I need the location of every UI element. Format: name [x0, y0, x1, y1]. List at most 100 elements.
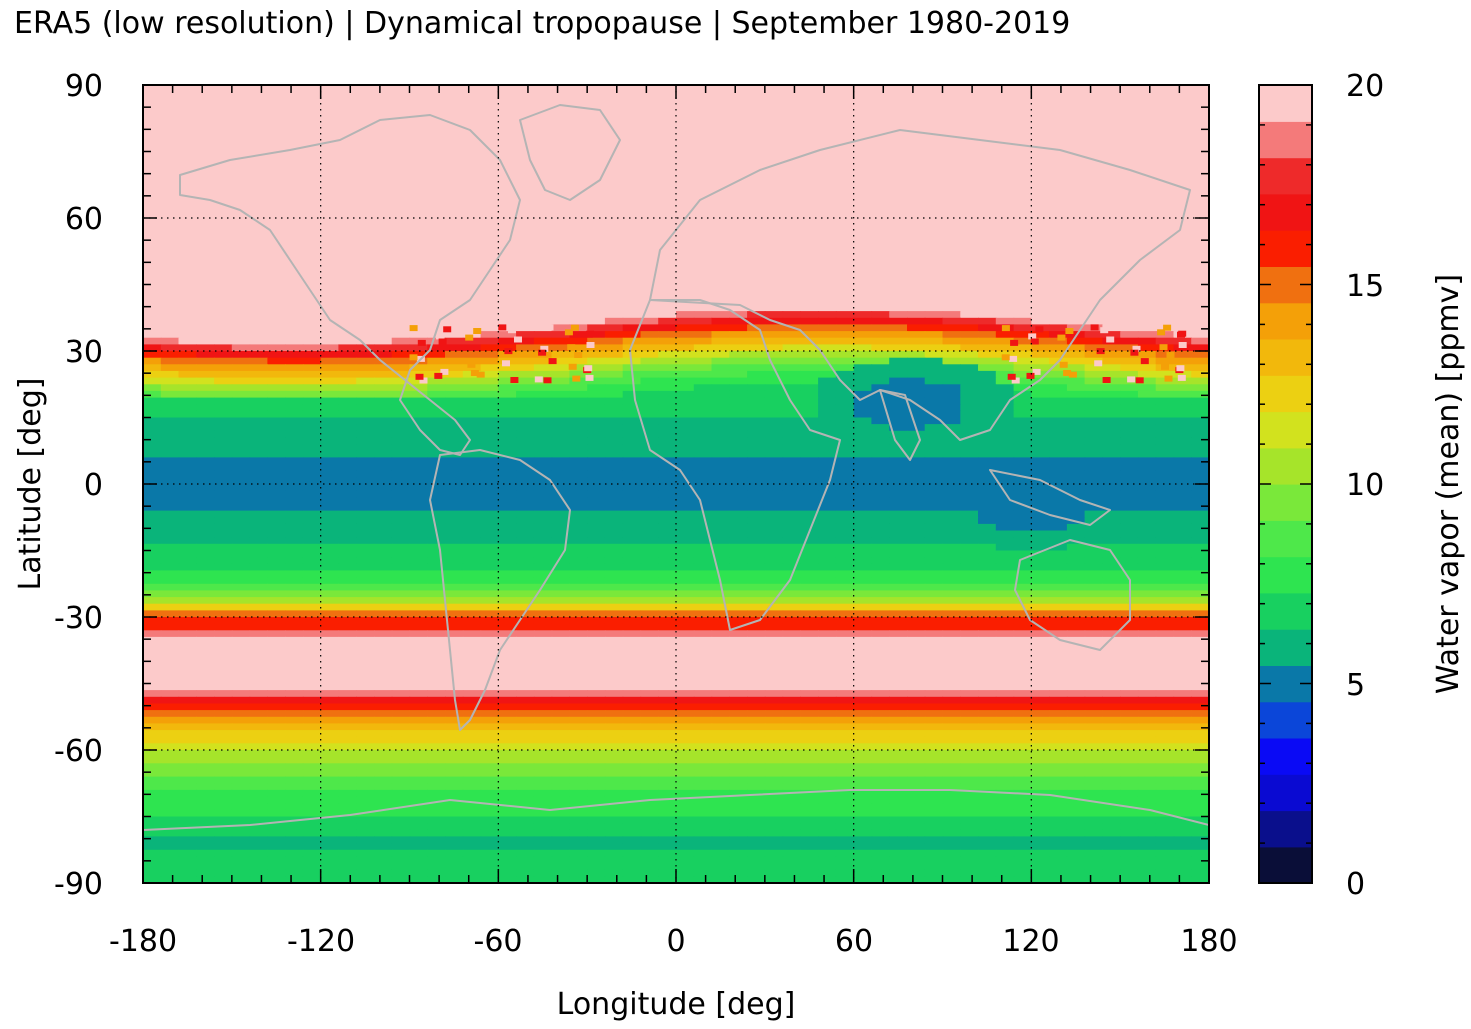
heatmap-cell [942, 85, 961, 93]
heatmap-cell [995, 464, 1015, 472]
heatmap-cell [320, 191, 340, 199]
heatmap-cell [800, 204, 819, 212]
heatmap-cell [445, 404, 464, 412]
heatmap-cell [551, 231, 570, 239]
heatmap-cell [604, 530, 624, 538]
heatmap-cell [853, 85, 873, 93]
heatmap-cell [338, 523, 357, 532]
heatmap-cell [658, 437, 677, 445]
heatmap-cell [249, 517, 268, 525]
heatmap-cell [764, 204, 784, 212]
heatmap-cell [942, 410, 961, 419]
heatmap-cell [409, 264, 428, 272]
heatmap-cell [480, 444, 499, 452]
heatmap-cell [782, 171, 801, 179]
heatmap-cell [143, 297, 162, 306]
heatmap-cell [551, 550, 570, 558]
heatmap-cell [1102, 370, 1121, 379]
heatmap-cell [1084, 218, 1103, 226]
heatmap-cell [445, 610, 464, 618]
heatmap-cell [853, 410, 873, 419]
heatmap-cell [764, 617, 784, 625]
heatmap-cell [924, 450, 944, 459]
heatmap-cell [587, 85, 606, 93]
heatmap-cell [640, 357, 659, 365]
heatmap-cell [1031, 417, 1050, 425]
heatmap-cell [551, 138, 570, 146]
heatmap-cell [1120, 284, 1139, 292]
heatmap-cell [622, 563, 642, 571]
heatmap-cell [391, 636, 411, 645]
heatmap-cell [143, 570, 162, 578]
heatmap-cell [1031, 311, 1050, 319]
heatmap-cell [995, 131, 1015, 139]
heatmap-cell [942, 590, 961, 598]
heatmap-cell [338, 630, 357, 638]
heatmap-cell [640, 238, 659, 246]
heatmap-cell [587, 370, 606, 379]
heatmap-cell [622, 291, 642, 299]
heatmap-cell [214, 204, 233, 212]
heatmap-cell [196, 477, 215, 485]
heatmap-cell [622, 98, 642, 106]
heatmap-cell [853, 537, 873, 545]
heatmap-cell [924, 504, 944, 512]
heatmap-cell [995, 151, 1015, 159]
heatmap-cell [693, 457, 713, 465]
heatmap-cell [143, 191, 162, 199]
heatmap-cell [853, 224, 873, 232]
heatmap-cell [907, 124, 926, 133]
heatmap-cell [960, 444, 979, 452]
heatmap-cell [498, 158, 517, 166]
heatmap-cell [622, 504, 642, 512]
heatmap-cell [622, 484, 642, 492]
heatmap-cell [676, 523, 695, 532]
heatmap-cell [747, 211, 766, 219]
heatmap-cell [1084, 277, 1103, 286]
heatmap-cell [871, 417, 890, 425]
heatmap-cell [604, 297, 624, 306]
heatmap-cell [604, 590, 624, 598]
heatmap-cell [1049, 351, 1068, 359]
heatmap-cell [533, 377, 553, 385]
heatmap-cell [533, 424, 553, 432]
heatmap-cell [551, 504, 570, 512]
heatmap-cell [1031, 444, 1050, 452]
heatmap-cell [747, 623, 766, 631]
heatmap-cell [1049, 470, 1068, 478]
heatmap-cell [622, 630, 642, 638]
heatmap-cell [196, 91, 215, 99]
heatmap-cell [1031, 630, 1050, 638]
heatmap-cell [835, 570, 855, 578]
heatmap-cell [889, 364, 908, 372]
heatmap-cell [462, 523, 482, 532]
heatmap-cell [1049, 410, 1068, 419]
heatmap-cell [551, 437, 570, 445]
heatmap-cell [622, 244, 642, 252]
heatmap-cell [391, 444, 411, 452]
heatmap-cell [676, 570, 695, 578]
heatmap-cell [338, 504, 357, 512]
heatmap-cell [1173, 238, 1192, 246]
heatmap-cell [498, 144, 517, 153]
heatmap-cell [747, 537, 766, 545]
heatmap-cell [409, 570, 428, 578]
heatmap-cell [622, 424, 642, 432]
heatmap-cell [782, 264, 801, 272]
heatmap-cell [622, 257, 642, 266]
heatmap-cell [356, 277, 375, 286]
heatmap-cell [711, 477, 730, 485]
heatmap-cell [764, 630, 784, 638]
heatmap-cell [835, 410, 855, 419]
heatmap-cell [480, 284, 499, 292]
heatmap-cell [214, 370, 233, 379]
heatmap-cell [729, 484, 748, 492]
heatmap-cell [1191, 530, 1209, 538]
heatmap-cell [178, 304, 197, 312]
heatmap-cell [267, 543, 286, 552]
heatmap-cell [391, 151, 411, 159]
heatmap-cell [747, 477, 766, 485]
heatmap-cell [551, 224, 570, 232]
heatmap-cell [427, 131, 446, 139]
heatmap-cell [196, 370, 215, 379]
